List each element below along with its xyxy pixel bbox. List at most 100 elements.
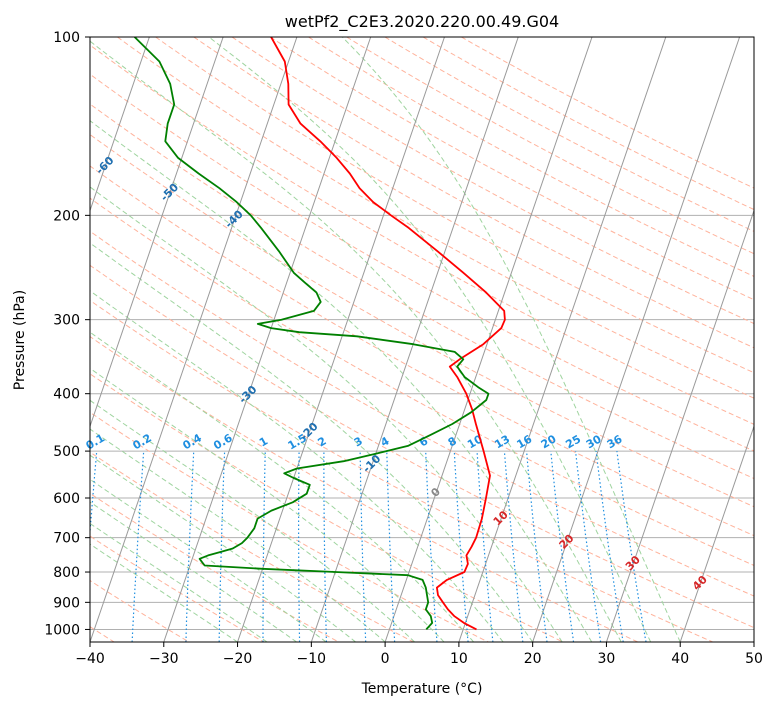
isotherm: [0, 37, 2, 642]
mixing-ratio-line: [185, 451, 195, 642]
moist-adiabat: [90, 543, 238, 642]
isotherm-label: 10: [491, 508, 511, 528]
mixing-ratio-label: 1: [257, 434, 270, 449]
y-tick-label: 100: [53, 30, 80, 46]
moist-adiabat: [90, 478, 327, 642]
y-axis: 100 200 300 400 500 600 700 800 900 1000: [44, 30, 90, 638]
mixing-ratio-label: 4: [378, 434, 391, 449]
dry-adiabat: [155, 37, 754, 374]
dry-adiabat: [90, 335, 639, 642]
dry-adiabat: [461, 37, 754, 189]
isotherm: [458, 37, 667, 642]
dry-adiabat: [422, 37, 754, 211]
x-tick-label: −30: [149, 651, 179, 667]
dry-adiabat: [90, 451, 414, 642]
y-tick-label: 300: [53, 313, 80, 329]
dry-adiabat: [90, 165, 754, 537]
dry-adiabat: [270, 37, 754, 301]
x-tick-label: 50: [745, 651, 763, 667]
y-tick-label: 600: [53, 491, 80, 507]
x-tick-label: −40: [75, 651, 105, 667]
y-tick-label: 1000: [44, 622, 80, 638]
mixing-ratio-line: [323, 451, 327, 642]
isotherm-label: -60: [93, 154, 116, 177]
isotherm: [163, 37, 372, 642]
y-tick-label: 700: [53, 531, 80, 547]
mixing-ratio-line: [90, 451, 98, 539]
dry-adiabat: [231, 37, 754, 325]
isotherm: [90, 37, 150, 213]
mixing-ratio-line: [476, 451, 494, 642]
dry-adiabat: [90, 103, 754, 480]
chart-title: wetPf2_C2E3.2020.220.00.49.G04: [285, 12, 559, 32]
y-tick-label: 900: [53, 595, 80, 611]
mixing-ratio-line: [526, 451, 548, 642]
moist-adiabat: [90, 367, 445, 642]
x-tick-label: 30: [598, 651, 616, 667]
x-axis: −40 −30 −20 −10 0 10 20 30 40 50: [75, 642, 763, 667]
x-tick-label: 0: [381, 651, 390, 667]
isotherm: [532, 37, 741, 642]
mixing-ratio-label: 0.6: [211, 431, 235, 452]
mixing-ratio-line: [262, 451, 266, 642]
mixing-ratio-label: 0.2: [130, 431, 153, 452]
dewpoint-line: [133, 37, 490, 631]
dry-adiabat: [90, 492, 339, 642]
mixing-ratio-label: 2: [316, 434, 329, 449]
y-tick-label: 400: [53, 387, 80, 403]
mixing-ratio-line: [503, 451, 524, 642]
mixing-ratio-label: 3: [352, 434, 365, 449]
mixing-ratio-label: 0.4: [180, 431, 204, 452]
background-lines: [0, 37, 754, 642]
dry-adiabat: [193, 37, 754, 349]
isotherm-label: -30: [236, 383, 259, 406]
dry-adiabat: [90, 73, 754, 452]
isotherm: [90, 37, 298, 642]
dry-adiabat: [90, 264, 754, 629]
dry-adiabat: [90, 299, 713, 642]
x-axis-label: Temperature (°C): [361, 681, 483, 697]
dry-adiabat: [384, 37, 754, 232]
dry-adiabat: [90, 373, 564, 642]
x-tick-label: 40: [671, 651, 689, 667]
mixing-ratio-label: 0.1: [84, 431, 107, 452]
moist-adiabat: [90, 501, 297, 642]
dry-adiabat: [90, 44, 754, 425]
moist-adiabat: [90, 40, 622, 642]
moist-adiabat: [90, 331, 474, 642]
x-tick-label: 20: [524, 651, 542, 667]
y-tick-label: 200: [53, 208, 80, 224]
isotherm: [605, 209, 754, 642]
moist-adiabat: [90, 428, 386, 642]
moist-adiabat: [208, 37, 652, 642]
mixing-ratio-line: [386, 451, 396, 642]
isotherm: [310, 37, 519, 642]
plot-frame: [89, 36, 755, 643]
mixing-ratio-line: [218, 451, 226, 642]
y-tick-label: 500: [53, 444, 80, 460]
mixing-ratio-line: [453, 451, 469, 642]
x-tick-label: −10: [297, 651, 327, 667]
mixing-ratio-label: 16: [515, 432, 535, 451]
sounding-traces: [133, 37, 506, 631]
mixing-ratio-line: [575, 451, 602, 642]
moist-adiabat: [90, 242, 534, 642]
isotherm-label: 40: [690, 573, 710, 593]
mixing-ratio-label: 8: [446, 434, 459, 449]
isotherm: [679, 424, 754, 642]
moist-adiabat: [90, 522, 268, 642]
y-tick-label: 800: [53, 565, 80, 581]
dry-adiabat: [90, 133, 754, 508]
mixing-ratio-label: 20: [539, 432, 559, 451]
isotherm-label: 0: [428, 485, 443, 500]
x-tick-label: −20: [223, 651, 253, 667]
isotherm-label: -50: [158, 181, 181, 204]
dry-adiabat: [90, 230, 754, 597]
moist-adiabat: [90, 454, 356, 642]
isotherm: [753, 640, 754, 642]
dry-adiabat: [90, 579, 190, 642]
dry-adiabat: [346, 37, 754, 255]
y-axis-label: Pressure (hPa): [12, 290, 28, 390]
isotherm: [90, 37, 224, 428]
